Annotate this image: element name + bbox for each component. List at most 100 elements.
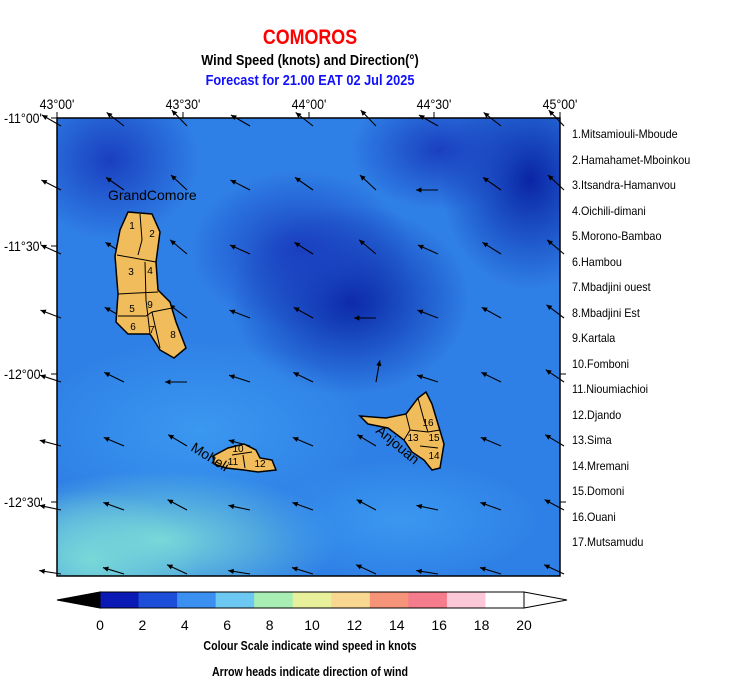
wind-arrow-head (376, 360, 382, 367)
colour-bar-cell (485, 592, 525, 608)
region-number-3: 3 (128, 267, 134, 278)
wind-arrow-head (417, 309, 424, 315)
region-number-9: 9 (147, 300, 153, 311)
colour-bar-cell (331, 592, 371, 608)
wind-arrow-head (229, 244, 236, 250)
wind-arrow-head (481, 372, 488, 378)
legend-item: 13.Sima (572, 433, 612, 447)
colour-bar-cell (369, 592, 409, 608)
colour-bar-cell (292, 592, 332, 608)
wind-arrow-head (293, 307, 300, 313)
arrow-caption: Arrow heads indicate direction of wind (211, 664, 409, 679)
wind-arrow-head (39, 503, 46, 510)
wind-arrow-head (544, 564, 551, 570)
legend-item: 8.Mbadjini Est (572, 305, 640, 320)
wind-arrow-head (291, 566, 298, 572)
frame-ticks (51, 112, 566, 503)
wind-arrow-head (479, 566, 486, 572)
colour-bar-cell (177, 592, 217, 608)
wind-arrow-head (167, 564, 174, 570)
legend-item: 7.Mbadjini ouest (572, 280, 651, 294)
colour-bar-cell (446, 592, 486, 608)
map-subtitle: Wind Speed (knots) and Direction(°) (201, 52, 419, 69)
legend-item: 11.Nioumiachioi (572, 382, 649, 396)
wind-arrow-head (39, 568, 46, 574)
region-number-6: 6 (130, 322, 136, 333)
wind-arrow-head (39, 439, 46, 445)
legend-item: 12.Djando (572, 407, 622, 422)
wind-arrow-head (229, 374, 236, 380)
region-number-10: 10 (232, 444, 244, 455)
wind-arrow-head (171, 110, 178, 116)
colour-bar-cell (408, 592, 448, 608)
wind-arrow-head (360, 110, 367, 116)
wind-arrow-head (482, 177, 489, 183)
moheli-island: 10 11 12 (212, 443, 278, 473)
legend-item: 6.Hambou (572, 254, 622, 269)
wind-arrow-head (295, 112, 302, 118)
colour-bar-tick-label: 14 (389, 617, 405, 633)
forecast-time: Forecast for 21.00 EAT 02 Jul 2025 (205, 72, 415, 89)
wind-arrow-head (104, 307, 111, 313)
lon-label-45-00: 45°00' (542, 96, 578, 112)
colour-bar-tick-label: 18 (473, 617, 490, 633)
wind-arrow-head (292, 501, 299, 507)
colour-bar-cell (138, 592, 178, 608)
region-number-7: 7 (149, 325, 155, 336)
wind-arrow-head (546, 304, 553, 311)
wind-arrow-head (40, 374, 47, 380)
colour-bar-tick-label: 10 (304, 617, 320, 633)
wind-arrow-head (359, 239, 365, 246)
wind-arrow-head (230, 115, 237, 120)
map-title: COMOROS (262, 26, 358, 49)
wind-arrow-head (359, 174, 366, 181)
lat-label-11-30: -11°30' (4, 238, 42, 254)
colour-bar-cell (100, 592, 140, 608)
wind-arrow-head (547, 174, 554, 181)
wind-arrow-head (104, 372, 111, 378)
wind-arrow-head (545, 434, 552, 440)
colour-bar-tick-label: 4 (180, 617, 189, 633)
colour-bar-tick-label: 20 (516, 617, 532, 633)
wind-arrow-head (356, 564, 363, 570)
legend-item: 4.Oichili-dimani (572, 203, 646, 218)
lon-label-44-00: 44°00' (291, 96, 327, 112)
colour-bar-tick-label: 8 (265, 617, 274, 633)
wind-arrow-head (165, 379, 171, 385)
wind-arrow-head (548, 110, 555, 116)
colour-bar (56, 591, 568, 609)
anjouan-island: 13 14 15 16 (358, 390, 445, 471)
grandcomore-label: GrandComore (108, 187, 197, 203)
wind-arrow-head (103, 437, 110, 442)
legend-item: 14.Mremani (572, 458, 630, 473)
wind-arrow-head (483, 112, 490, 118)
colour-bar-tick-label: 12 (346, 617, 363, 633)
wind-arrow-head (170, 174, 177, 181)
legend-item: 1.Mitsamiouli-Mboude (572, 127, 678, 141)
wind-arrow-head (292, 437, 299, 442)
colour-bar-tick-label: 2 (138, 617, 147, 633)
wind-arrow-head (416, 568, 423, 574)
wind-arrow-head (105, 242, 112, 248)
wind-arrow-head (230, 180, 237, 185)
wind-arrow-head (103, 501, 110, 507)
colour-bar-tick-label: 16 (431, 617, 447, 633)
wind-arrow-head (544, 499, 551, 505)
wind-arrow-head (41, 180, 48, 185)
wind-speed-field (57, 118, 560, 576)
colour-bar-cell (254, 592, 294, 608)
lat-label-12-30: -12°30' (4, 494, 43, 510)
region-number-15: 15 (428, 433, 440, 444)
wind-arrow-head (41, 115, 48, 120)
colour-bar-cell (215, 592, 255, 608)
legend-item: 16.Ouani (572, 509, 616, 524)
wind-arrow-head (106, 112, 113, 118)
region-number-12: 12 (254, 459, 266, 470)
legend-item: 9.Kartala (572, 331, 616, 345)
wind-arrow-head (102, 566, 109, 572)
region-number-1: 1 (129, 221, 135, 232)
wind-arrow-head (417, 244, 424, 250)
legend-item: 15.Domoni (572, 484, 625, 498)
wind-arrow-head (229, 309, 236, 315)
